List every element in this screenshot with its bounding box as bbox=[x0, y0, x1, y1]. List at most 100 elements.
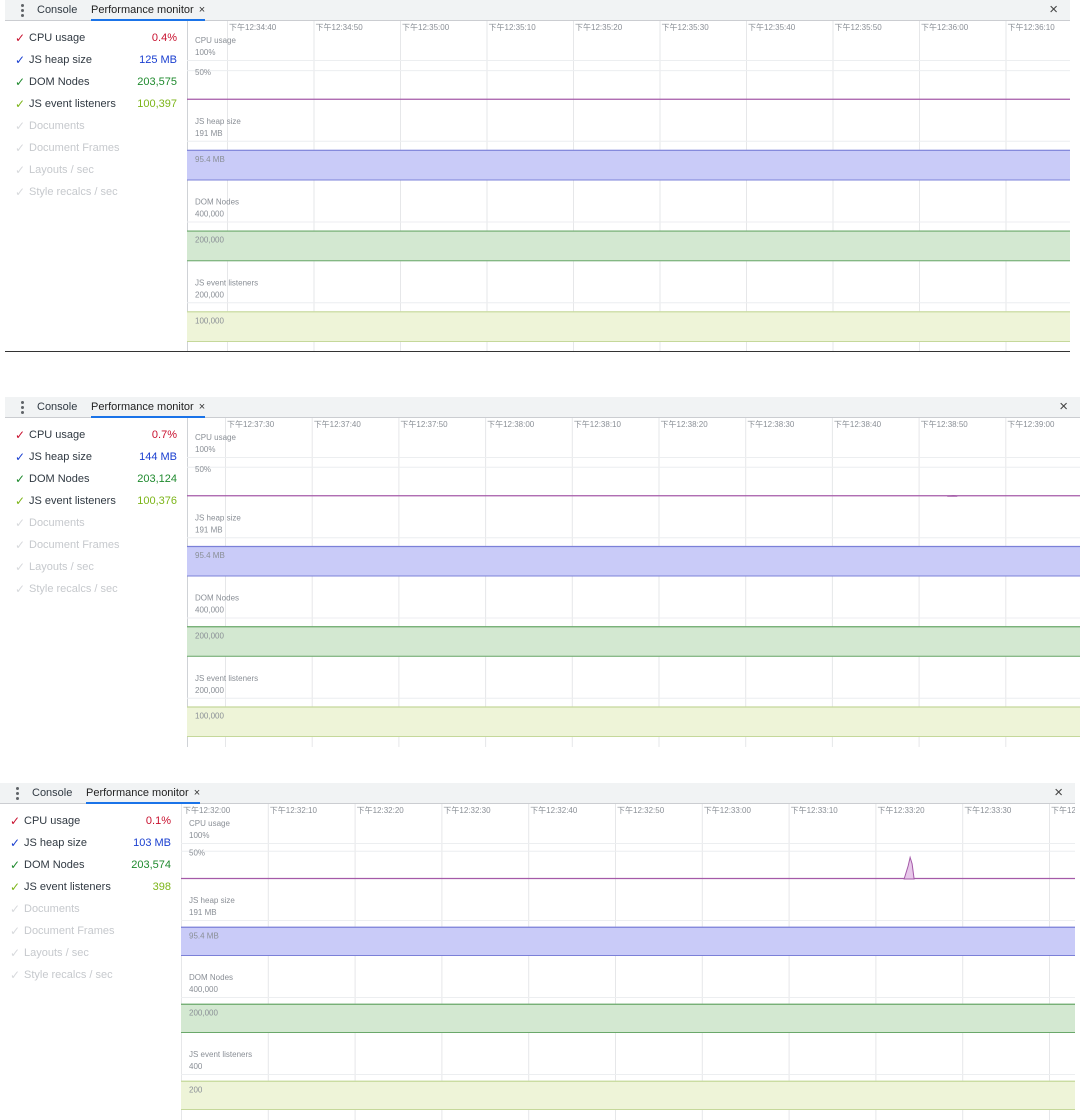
more-options-icon[interactable] bbox=[10, 785, 24, 801]
metric-row-disabled[interactable]: ✓ Documents bbox=[5, 512, 187, 534]
checkmark-icon[interactable]: ✓ bbox=[15, 538, 26, 552]
time-tick-label: 下午12:36:00 bbox=[921, 22, 969, 32]
metrics-chart-area: CPU usage 100% 50% JS heap size 191 MB 95.4 M… bbox=[187, 418, 1080, 747]
metric-row-disabled[interactable]: ✓ Style recalcs / sec bbox=[0, 964, 181, 986]
tab-close-icon[interactable]: × bbox=[198, 401, 206, 413]
checkmark-icon[interactable]: ✓ bbox=[15, 560, 26, 574]
checkmark-icon[interactable]: ✓ bbox=[15, 31, 26, 45]
metric-value: 203,575 bbox=[137, 76, 177, 88]
time-tick-label: 下午12:34:50 bbox=[316, 22, 364, 32]
close-panel-icon[interactable]: × bbox=[1059, 398, 1068, 415]
close-panel-icon[interactable]: × bbox=[1049, 1, 1058, 18]
checkmark-icon[interactable]: ✓ bbox=[10, 814, 21, 828]
metric-row-disabled[interactable]: ✓ Style recalcs / sec bbox=[5, 578, 187, 600]
time-tick-label: 下午12:33:00 bbox=[704, 805, 752, 815]
metric-row[interactable]: ✓ JS heap size 103 MB bbox=[0, 832, 181, 854]
metric-label: Style recalcs / sec bbox=[29, 583, 118, 595]
chart-section-title: DOM Nodes bbox=[195, 594, 239, 603]
tab-close-icon[interactable]: × bbox=[193, 787, 201, 799]
metric-label: JS event listeners bbox=[24, 881, 111, 893]
metric-row[interactable]: ✓ JS event listeners 100,376 bbox=[5, 490, 187, 512]
time-tick-label: 下午12:32:50 bbox=[617, 805, 665, 815]
more-options-icon[interactable] bbox=[15, 399, 29, 415]
metric-row[interactable]: ✓ JS event listeners 100,397 bbox=[5, 93, 187, 115]
tab-close-icon[interactable]: × bbox=[198, 4, 206, 16]
checkmark-icon[interactable]: ✓ bbox=[10, 858, 21, 872]
close-panel-icon[interactable]: × bbox=[1054, 784, 1063, 801]
chart-section-title: DOM Nodes bbox=[189, 973, 233, 982]
checkmark-icon[interactable]: ✓ bbox=[15, 494, 26, 508]
chart-scale-mid: 95.4 MB bbox=[189, 932, 219, 941]
metric-row[interactable]: ✓ DOM Nodes 203,575 bbox=[5, 71, 187, 93]
metric-row-disabled[interactable]: ✓ Style recalcs / sec bbox=[5, 181, 187, 203]
metric-row-disabled[interactable]: ✓ Documents bbox=[0, 898, 181, 920]
chart-scale-mid: 50% bbox=[195, 68, 211, 77]
devtools-tab-bar: Console Performance monitor × × bbox=[0, 783, 1075, 804]
metric-row[interactable]: ✓ JS heap size 125 MB bbox=[5, 49, 187, 71]
checkmark-icon[interactable]: ✓ bbox=[10, 968, 21, 982]
metric-label: CPU usage bbox=[24, 815, 81, 827]
metric-row[interactable]: ✓ JS event listeners 398 bbox=[0, 876, 181, 898]
metric-label: Documents bbox=[29, 120, 85, 132]
chart-scale-top: 400,000 bbox=[195, 210, 224, 219]
checkmark-icon[interactable]: ✓ bbox=[15, 141, 26, 155]
time-tick-label: 下午12:3 bbox=[1051, 805, 1075, 815]
chart-scale-mid: 200,000 bbox=[189, 1009, 218, 1018]
tab-performance-monitor[interactable]: Performance monitor × bbox=[91, 0, 206, 21]
devtools-tab-bar: Console Performance monitor × × bbox=[5, 397, 1080, 418]
metric-row[interactable]: ✓ CPU usage 0.7% bbox=[5, 424, 187, 446]
tab-console[interactable]: Console bbox=[37, 4, 78, 16]
tab-label: Performance monitor bbox=[91, 4, 194, 16]
tab-performance-monitor[interactable]: Performance monitor × bbox=[86, 783, 201, 804]
metric-label: Layouts / sec bbox=[29, 164, 94, 176]
checkmark-icon[interactable]: ✓ bbox=[10, 836, 21, 850]
checkmark-icon[interactable]: ✓ bbox=[15, 516, 26, 530]
metric-row[interactable]: ✓ CPU usage 0.4% bbox=[5, 27, 187, 49]
chart-scale-mid: 200 bbox=[189, 1086, 203, 1095]
metric-row-disabled[interactable]: ✓ Document Frames bbox=[5, 534, 187, 556]
checkmark-icon[interactable]: ✓ bbox=[15, 472, 26, 486]
metric-row-disabled[interactable]: ✓ Documents bbox=[5, 115, 187, 137]
checkmark-icon[interactable]: ✓ bbox=[10, 924, 21, 938]
panel-bottom-border bbox=[5, 351, 1070, 352]
time-tick-label: 下午12:32:10 bbox=[270, 805, 318, 815]
metric-label: JS event listeners bbox=[29, 98, 116, 110]
metric-label: Layouts / sec bbox=[24, 947, 89, 959]
checkmark-icon[interactable]: ✓ bbox=[15, 582, 26, 596]
metric-row-disabled[interactable]: ✓ Document Frames bbox=[0, 920, 181, 942]
checkmark-icon[interactable]: ✓ bbox=[10, 880, 21, 894]
tab-console[interactable]: Console bbox=[32, 787, 73, 799]
tab-performance-monitor[interactable]: Performance monitor × bbox=[91, 397, 206, 418]
metric-row-disabled[interactable]: ✓ Layouts / sec bbox=[5, 556, 187, 578]
metric-area-fill bbox=[181, 926, 1075, 956]
checkmark-icon[interactable]: ✓ bbox=[15, 75, 26, 89]
metric-row[interactable]: ✓ DOM Nodes 203,574 bbox=[0, 854, 181, 876]
checkmark-icon[interactable]: ✓ bbox=[10, 902, 21, 916]
chart-scale-top: 200,000 bbox=[195, 290, 224, 299]
checkmark-icon[interactable]: ✓ bbox=[15, 97, 26, 111]
metric-value: 100,376 bbox=[137, 495, 177, 507]
tab-label: Performance monitor bbox=[91, 401, 194, 413]
metric-label: Style recalcs / sec bbox=[24, 969, 113, 981]
metric-row[interactable]: ✓ CPU usage 0.1% bbox=[0, 810, 181, 832]
checkmark-icon[interactable]: ✓ bbox=[15, 119, 26, 133]
metric-value: 0.4% bbox=[151, 32, 177, 44]
checkmark-icon[interactable]: ✓ bbox=[15, 450, 26, 464]
checkmark-icon[interactable]: ✓ bbox=[10, 946, 21, 960]
checkmark-icon[interactable]: ✓ bbox=[15, 53, 26, 67]
checkmark-icon[interactable]: ✓ bbox=[15, 163, 26, 177]
metric-row-disabled[interactable]: ✓ Layouts / sec bbox=[0, 942, 181, 964]
metric-area-fill bbox=[187, 149, 1070, 181]
metric-row-disabled[interactable]: ✓ Document Frames bbox=[5, 137, 187, 159]
metric-row[interactable]: ✓ JS heap size 144 MB bbox=[5, 446, 187, 468]
tab-label: Performance monitor bbox=[86, 787, 189, 799]
metrics-chart-area: CPU usage 100% 50% JS heap size 191 MB 95.4 M… bbox=[187, 21, 1070, 352]
tab-console[interactable]: Console bbox=[37, 401, 78, 413]
checkmark-icon[interactable]: ✓ bbox=[15, 428, 26, 442]
metric-label: DOM Nodes bbox=[29, 473, 90, 485]
metric-row[interactable]: ✓ DOM Nodes 203,124 bbox=[5, 468, 187, 490]
more-options-icon[interactable] bbox=[15, 2, 29, 18]
metric-row-disabled[interactable]: ✓ Layouts / sec bbox=[5, 159, 187, 181]
metric-label: Document Frames bbox=[24, 925, 115, 937]
checkmark-icon[interactable]: ✓ bbox=[15, 185, 26, 199]
